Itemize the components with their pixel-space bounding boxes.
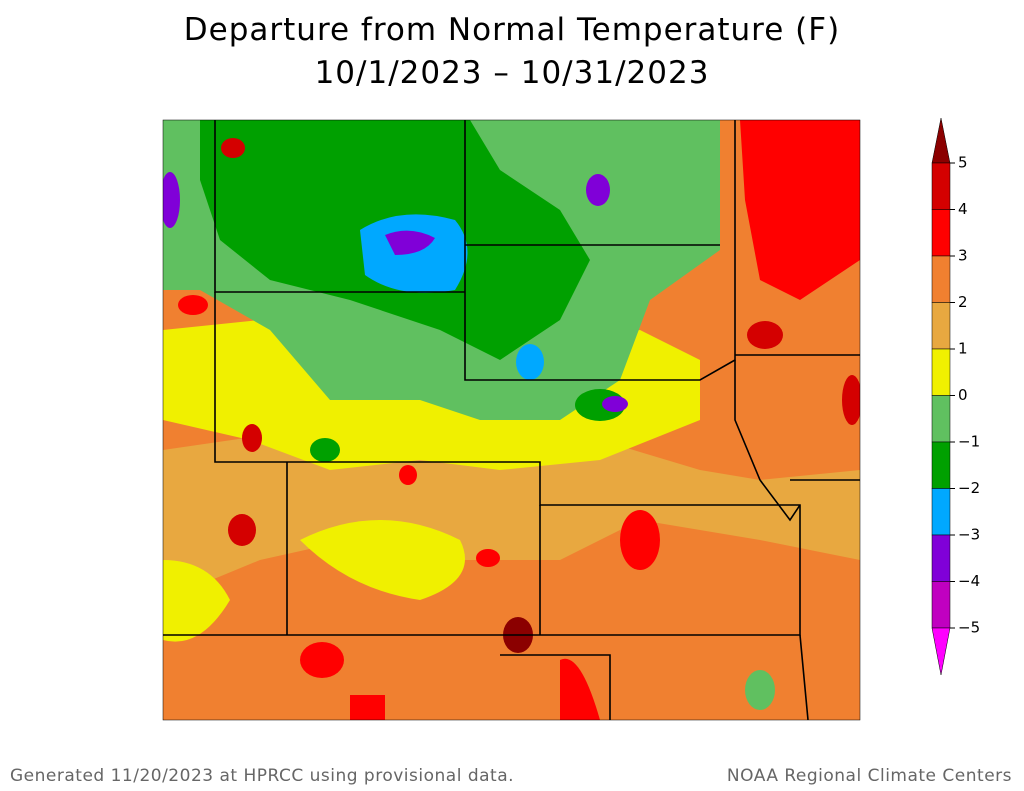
legend-swatch (931, 162, 951, 210)
legend-tip (931, 627, 951, 676)
legend-swatch (931, 534, 951, 582)
legend-swatch (931, 302, 951, 350)
legend-label: 5 (958, 154, 968, 172)
legend-label: 2 (958, 293, 968, 311)
title: Departure from Normal Temperature (F) (183, 12, 841, 48)
legend-label: −2 (958, 479, 980, 497)
legend-label: −5 (958, 619, 980, 637)
legend-label: 3 (958, 247, 968, 265)
color-legend: 5 4 3 2 1 0 −1 −2 −3 −4 −5 (931, 117, 980, 676)
footer-right: NOAA Regional Climate Centers (726, 766, 1012, 786)
legend-swatch (931, 488, 951, 536)
legend-tip (931, 117, 951, 164)
legend-swatch (931, 255, 951, 303)
date-range: 10/1/2023 – 10/31/2023 (314, 55, 710, 91)
legend-swatch (931, 441, 951, 489)
legend-label: −1 (958, 433, 980, 451)
legend-label: −4 (958, 572, 980, 590)
legend-label: 0 (958, 386, 968, 404)
legend-label: 1 (958, 340, 968, 358)
footer-left: Generated 11/20/2023 at HPRCC using prov… (10, 766, 515, 786)
legend-label: 4 (958, 200, 968, 218)
legend-swatch (931, 348, 951, 396)
legend-label: −3 (958, 526, 980, 544)
legend-swatch (931, 395, 951, 443)
legend-swatch (931, 581, 951, 629)
legend-swatch (931, 209, 951, 257)
temperature-field (163, 120, 860, 720)
